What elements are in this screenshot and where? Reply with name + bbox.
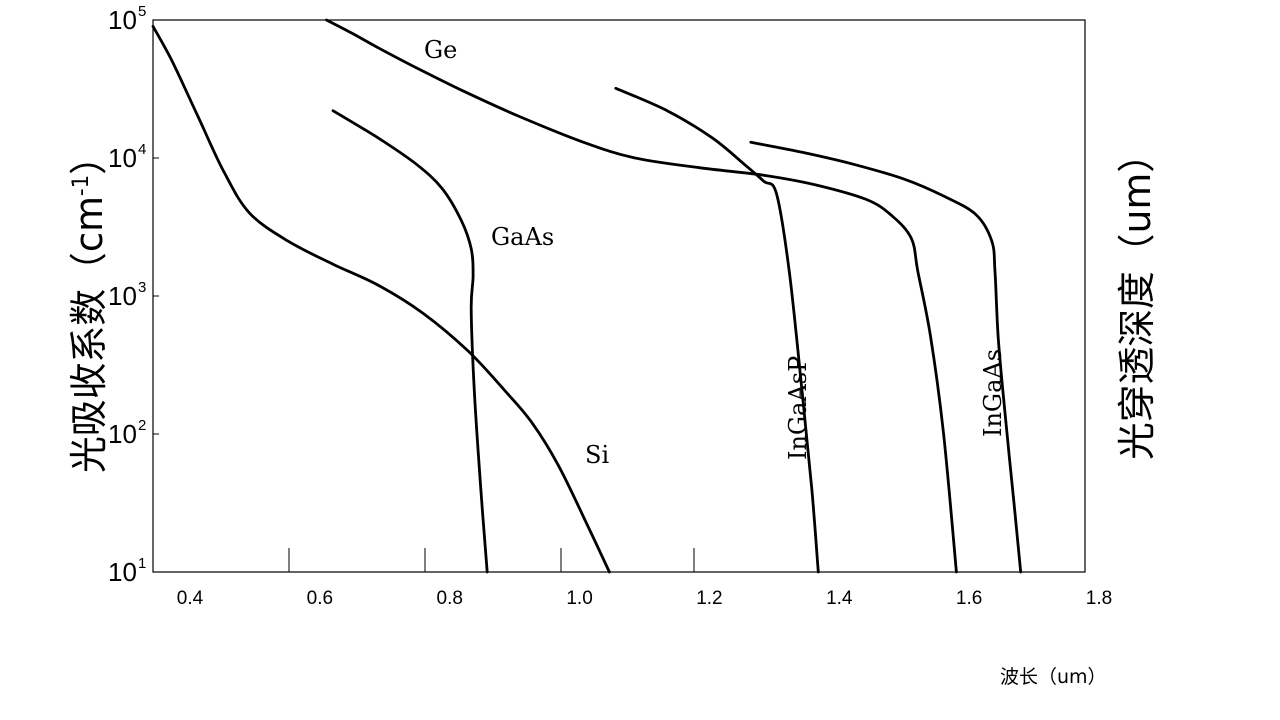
y-tick-exponent: 3 [138, 279, 146, 296]
x-tick-label: 0.8 [437, 588, 463, 609]
series-line-ge [325, 18, 958, 574]
y-axis-title-right: 光穿透深度（um） [1115, 135, 1159, 460]
series-label-si: Si [585, 441, 609, 469]
series-line-ingaas [749, 140, 1023, 574]
series-line-gaas [331, 109, 489, 574]
series-label-ge: Ge [424, 36, 457, 64]
series-line-si [151, 24, 611, 574]
x-tick-label: 0.6 [307, 588, 333, 609]
y-axis-title-left: 光吸收系数（cm-1） [67, 138, 111, 473]
y-tick-label: 10 [108, 5, 137, 35]
x-tick-label: 1.6 [956, 588, 982, 609]
y-tick-label: 10 [108, 143, 137, 173]
y-tick-exponent: 4 [138, 141, 146, 158]
x-tick-label: 0.4 [177, 588, 204, 609]
series-label-ingaasp: InGaAsP [784, 356, 812, 460]
y-tick-label: 10 [108, 281, 137, 311]
x-tick-label: 1.8 [1086, 588, 1112, 609]
y-tick-exponent: 5 [138, 3, 146, 20]
plot-frame [152, 19, 1086, 573]
series-line-ingaasp [614, 86, 820, 574]
x-tick-label: 1.0 [566, 588, 592, 609]
x-tick-label: 1.4 [826, 588, 853, 609]
x-tick-label: 1.2 [696, 588, 722, 609]
y-tick-label: 10 [108, 419, 137, 449]
series-label-ingaas: InGaAs [979, 349, 1007, 437]
x-axis-title: 波长（um） [1000, 666, 1107, 688]
y-tick-exponent: 1 [138, 555, 146, 572]
y-tick-label: 10 [108, 557, 137, 587]
y-tick-exponent: 2 [138, 417, 146, 434]
series-label-gaas: GaAs [491, 223, 554, 251]
